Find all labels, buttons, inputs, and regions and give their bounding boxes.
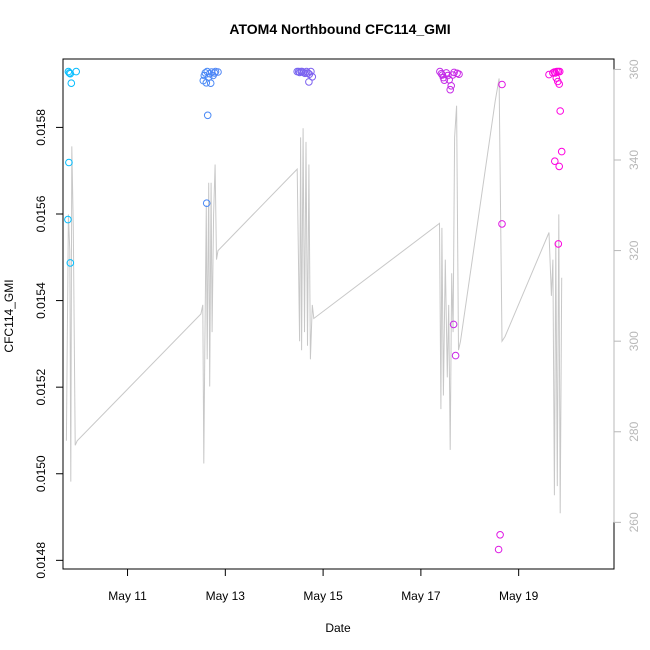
data-point <box>203 67 211 76</box>
data-point <box>552 74 561 82</box>
secondary-series-line <box>65 78 563 514</box>
data-point <box>202 199 211 207</box>
secondary-series-path <box>65 78 563 514</box>
data-point <box>66 259 75 267</box>
data-point <box>451 351 460 360</box>
y2-tick-label: 320 <box>627 240 641 260</box>
x-tick-label: May 11 <box>108 589 147 603</box>
data-point <box>307 67 315 76</box>
data-point <box>210 69 219 77</box>
y-tick-label: 0.0156 <box>34 195 48 232</box>
x-tick-label: May 17 <box>401 589 441 603</box>
y-tick-label: 0.0152 <box>34 368 48 405</box>
data-point <box>67 79 76 87</box>
data-point <box>494 545 503 554</box>
data-point <box>64 67 73 76</box>
data-point <box>214 68 222 76</box>
data-point <box>203 111 212 120</box>
data-point <box>551 157 559 165</box>
data-point <box>555 80 564 88</box>
data-point <box>305 78 313 86</box>
data-point <box>447 82 456 90</box>
data-point <box>555 67 564 76</box>
data-point <box>455 70 463 78</box>
data-point <box>72 67 80 76</box>
y-axis-left: 0.0148 0.0150 0.0152 0.0154 0.0156 0.0158 <box>34 109 64 579</box>
data-point <box>554 240 563 248</box>
data-point <box>496 531 504 539</box>
data-point <box>446 85 455 94</box>
data-point <box>498 80 506 89</box>
data-point <box>450 68 458 77</box>
data-point <box>556 107 565 115</box>
y2-tick-label: 260 <box>627 512 641 532</box>
y-tick-label: 0.0158 <box>34 109 48 146</box>
data-point <box>449 320 458 329</box>
x-axis-label: Date <box>325 621 351 635</box>
data-point <box>555 162 564 171</box>
y-axis-right: 260 280 300 320 340 360 <box>613 59 641 532</box>
y-tick-label: 0.0154 <box>34 282 48 319</box>
x-tick-label: May 15 <box>303 589 343 603</box>
y-tick-label: 0.0148 <box>34 542 48 579</box>
y-axis-label: CFC114_GMI <box>2 279 16 352</box>
data-points <box>64 67 566 554</box>
y2-tick-label: 340 <box>627 150 641 170</box>
plot-border <box>62 58 615 570</box>
data-point <box>308 73 317 81</box>
y2-tick-label: 280 <box>627 421 641 441</box>
y-tick-label: 0.0150 <box>34 455 48 492</box>
x-axis: May 11 May 13 May 15 May 17 May 19 <box>108 568 539 603</box>
data-point <box>498 220 506 228</box>
x-tick-label: May 13 <box>206 589 246 603</box>
data-point <box>557 147 566 156</box>
y2-tick-label: 360 <box>627 59 641 79</box>
y2-tick-label: 300 <box>627 331 641 351</box>
chart-title: ATOM4 Northbound CFC114_GMI <box>229 21 450 37</box>
data-point <box>211 67 220 76</box>
data-point <box>444 71 452 80</box>
data-point <box>206 79 215 87</box>
data-point <box>65 158 73 167</box>
data-point <box>64 215 72 224</box>
x-tick-label: May 19 <box>499 589 539 603</box>
plot-area <box>62 58 615 570</box>
